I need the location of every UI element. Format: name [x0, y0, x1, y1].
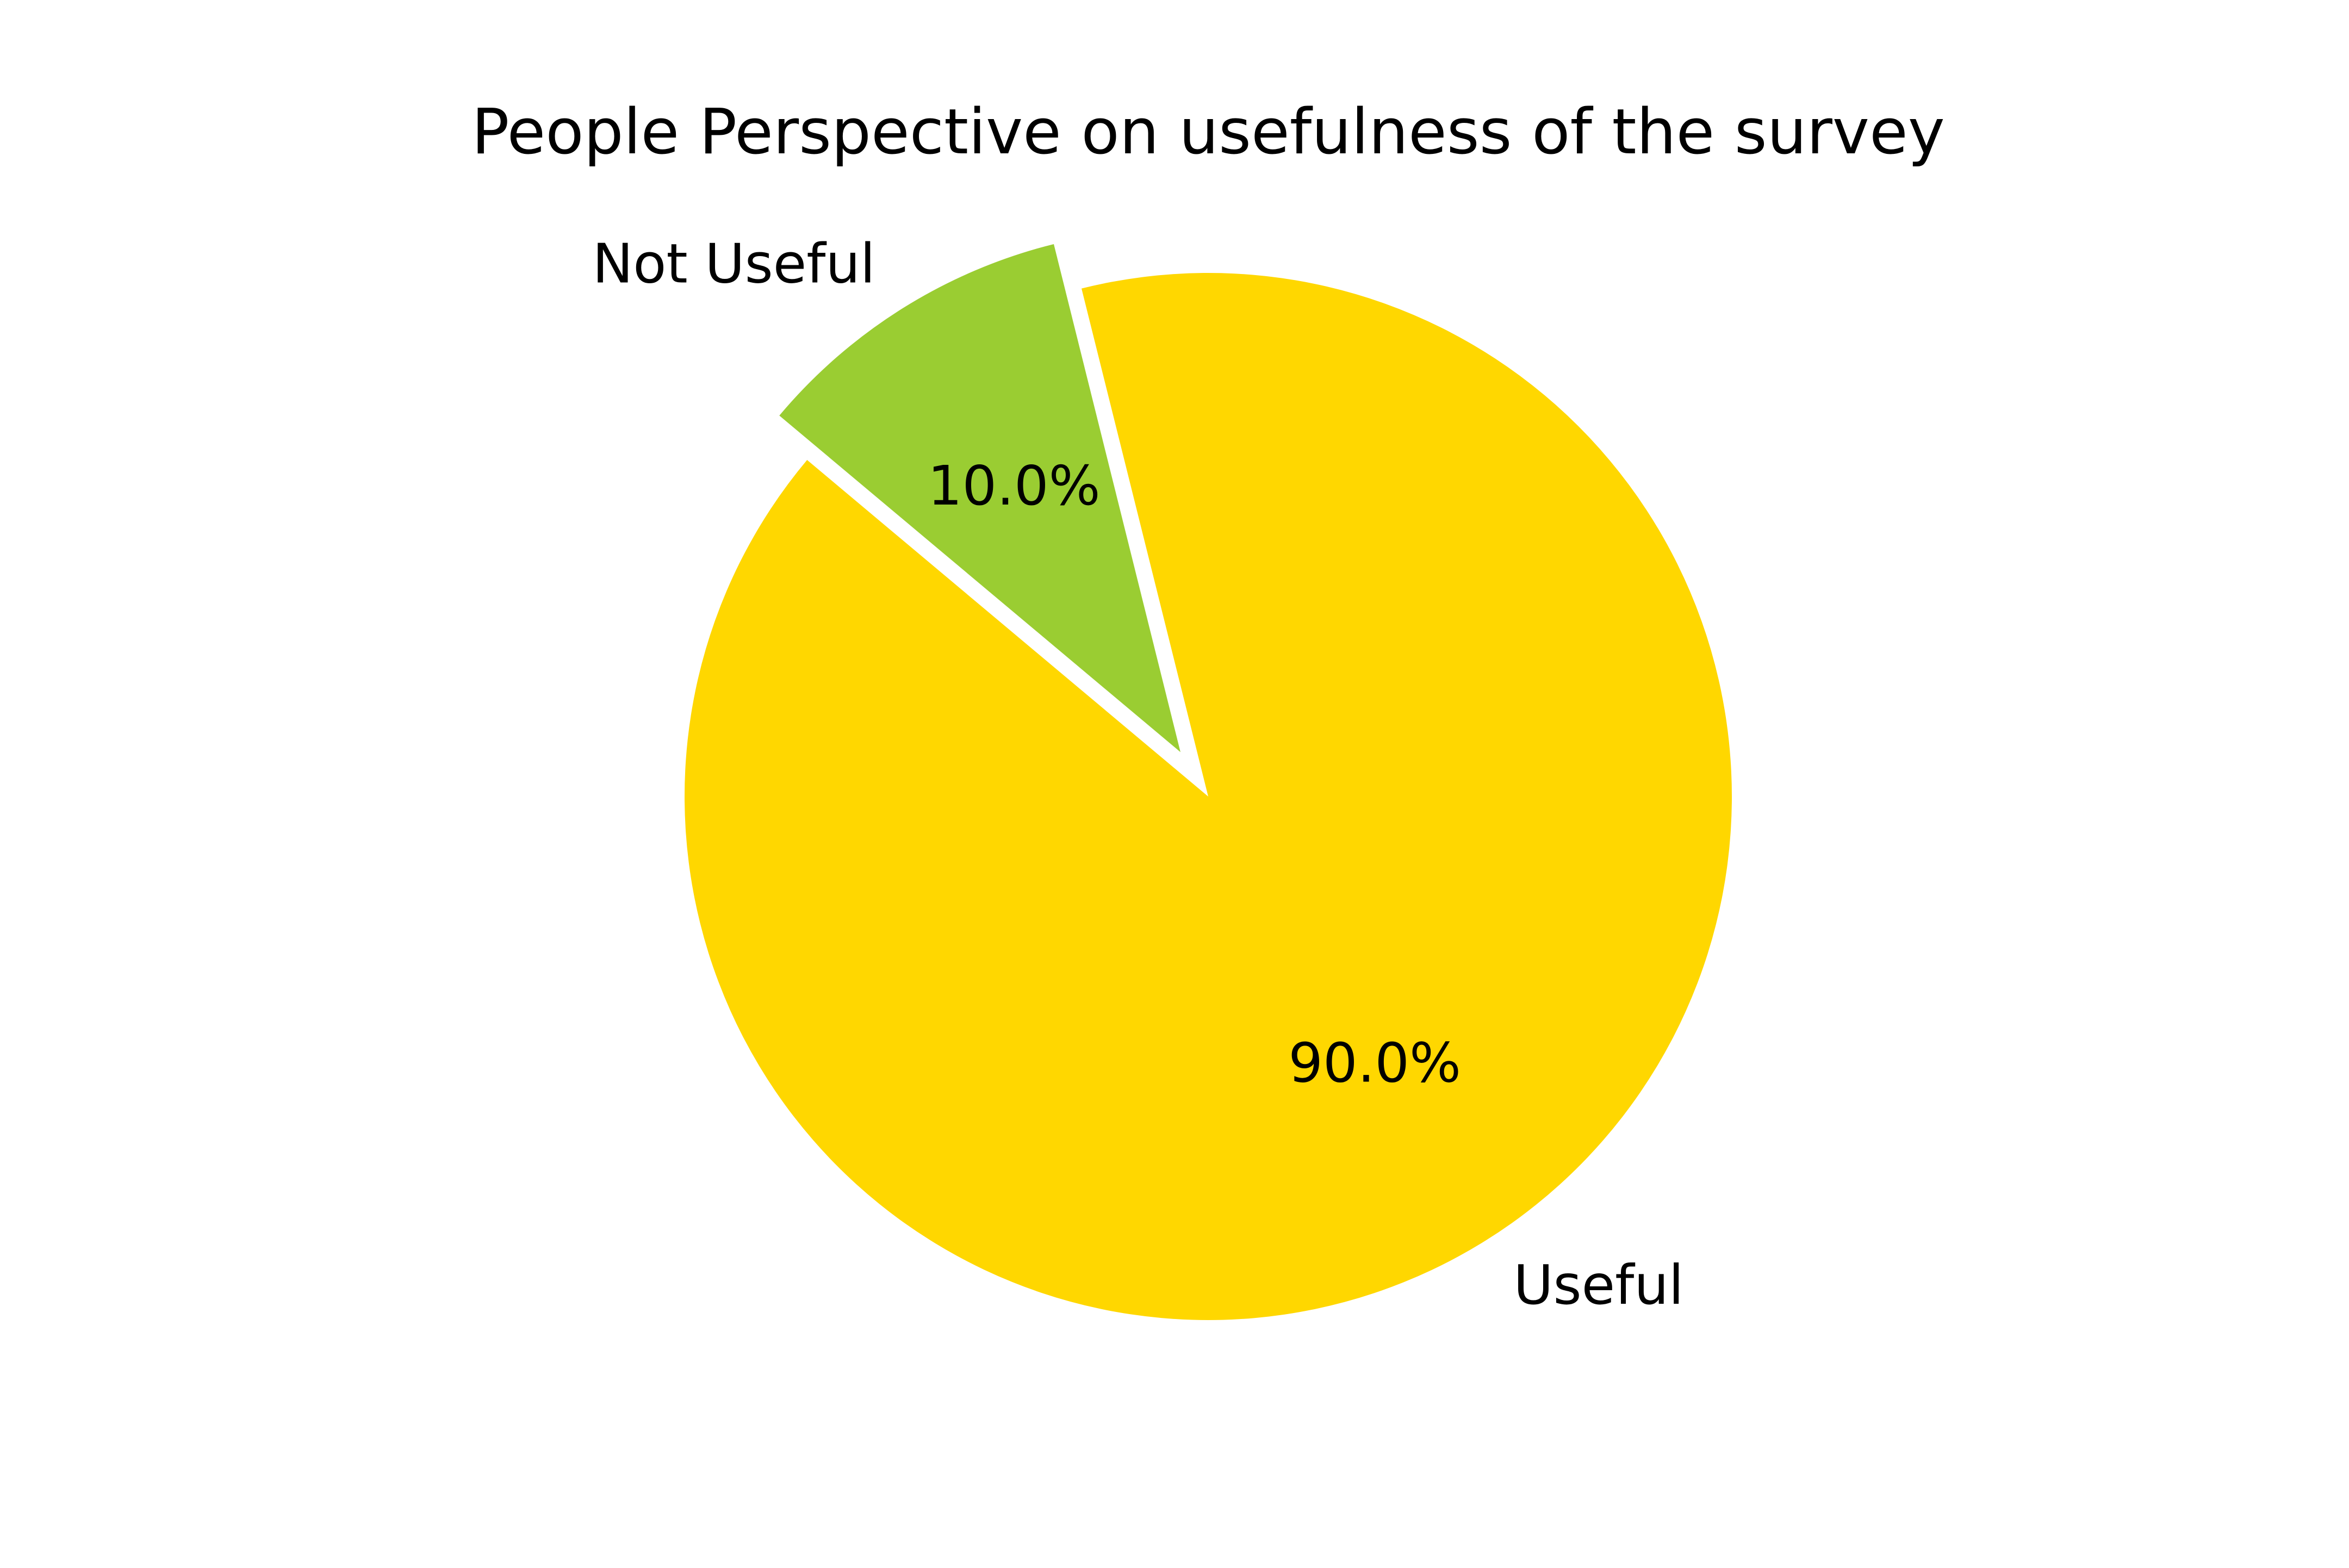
pie-slice-not-useful — [779, 244, 1180, 752]
slice-label-not-useful: Not Useful — [592, 232, 875, 295]
pct-label-useful: 90.0% — [1288, 1031, 1461, 1095]
pct-label-not-useful: 10.0% — [928, 454, 1101, 518]
chart-title: People Perspective on usefulness of the … — [471, 96, 1945, 169]
slice-label-useful: Useful — [1513, 1253, 1683, 1317]
pie-labels: Not Useful 10.0% Useful 90.0% — [592, 232, 1683, 1316]
pie-slices — [685, 244, 1732, 1321]
pie-slice-useful — [685, 272, 1732, 1321]
